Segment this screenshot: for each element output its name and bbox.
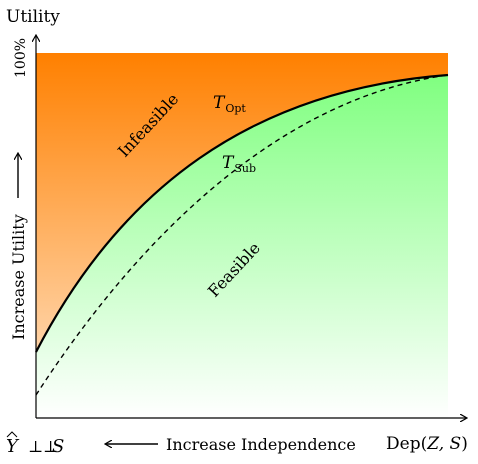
hat-glyph (6, 431, 18, 438)
origin-y-hat-var: Y (6, 436, 20, 457)
y-top-tick-label: 100% (13, 38, 29, 78)
suboptimal-tradeoff-curve (35, 74, 449, 396)
sub-subscript: Sub (234, 162, 256, 175)
sub-symbol: T (222, 153, 235, 173)
optimal-tradeoff-curve (35, 73, 449, 353)
origin-independence-label: Y ⊥⊥ S (6, 431, 64, 457)
x-axis-dependence-label: Dep(Z, S) (386, 434, 468, 454)
feasible-region (36, 75, 448, 418)
dep-vars: Z, S (426, 434, 461, 454)
origin-s-var: S (52, 436, 64, 457)
dep-prefix: Dep( (386, 434, 427, 454)
opt-symbol: T (213, 93, 226, 113)
origin-relation-symbol: ⊥⊥ (28, 437, 58, 456)
optimal-curve-label: TOpt (213, 93, 246, 115)
suboptimal-curve-label: TSub (222, 153, 256, 175)
opt-subscript: Opt (225, 102, 246, 115)
dep-suffix: ) (461, 434, 468, 454)
increase-independence-label: Increase Independence (166, 435, 356, 454)
increase-utility-label: Increase Utility (9, 214, 28, 340)
y-axis-title: Utility (6, 7, 60, 27)
